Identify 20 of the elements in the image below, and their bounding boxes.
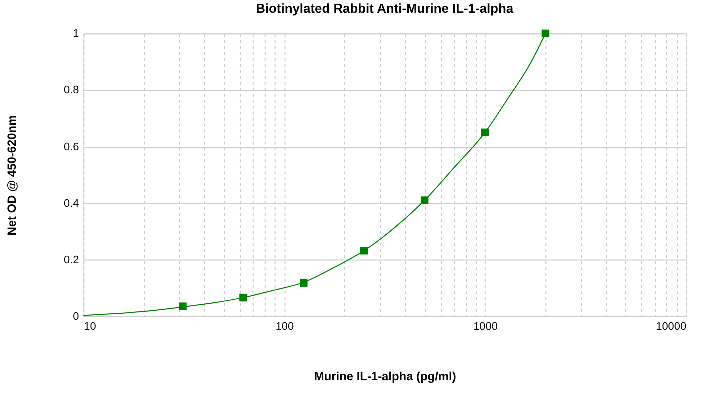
x-axis-title: Murine IL-1-alpha (pg/ml)	[314, 370, 456, 384]
y-tick-label: 0.2	[64, 254, 80, 266]
chart-title: Biotinylated Rabbit Anti-Murine IL-1-alpha	[256, 0, 514, 16]
y-tick-label: 1	[73, 28, 80, 40]
x-tick-label: 100	[276, 320, 294, 333]
y-tick-label: 0	[73, 310, 80, 323]
y-tick-label: 0.4	[64, 198, 80, 210]
point	[481, 128, 490, 137]
point	[179, 302, 187, 310]
point	[542, 30, 550, 38]
x-tick-label: 10000	[656, 320, 687, 333]
point	[240, 294, 248, 302]
point	[420, 196, 429, 204]
x-tick-label: 1000	[474, 320, 498, 333]
y-axis-title: Net OD @ 450-620nm	[5, 115, 20, 236]
x-tick-label: 10	[84, 320, 96, 333]
y-tick-label: 0.8	[64, 84, 80, 97]
point	[360, 247, 368, 255]
y-tick-label: 0.6	[64, 141, 80, 154]
point	[300, 279, 308, 287]
